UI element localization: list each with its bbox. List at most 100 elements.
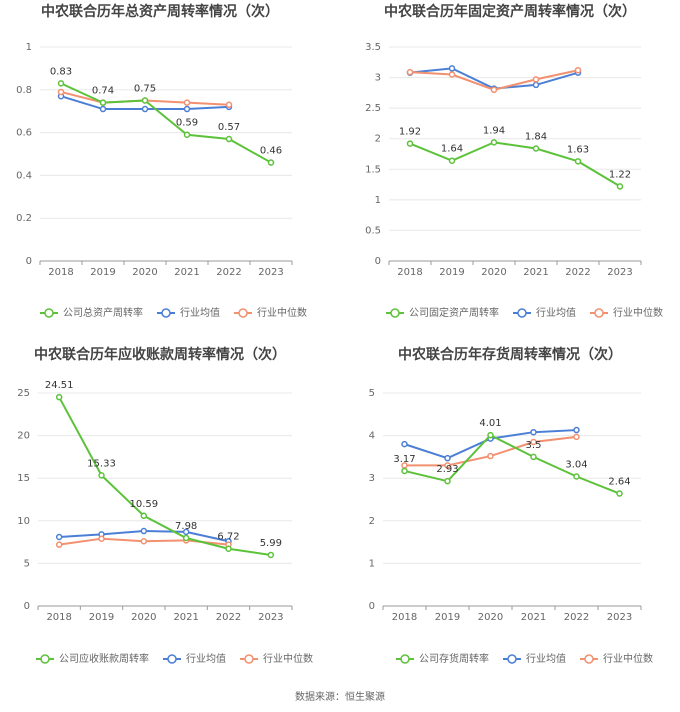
x-tick-label: 2019 [89,612,114,623]
x-tick-label: 2020 [481,267,506,278]
y-tick-label: 0.2 [16,213,32,224]
data-point [530,428,537,436]
y-tick-label: 3 [369,473,375,484]
data-point [406,140,414,147]
y-tick-label: 1 [375,195,381,206]
data-label: 5.99 [260,538,282,549]
y-tick-label: 1 [26,42,32,53]
data-point [444,462,451,469]
legend-swatch [161,308,171,318]
data-point [225,545,232,552]
legend-label: 行业中位数 [257,306,307,319]
series-line [409,141,621,188]
data-point [55,533,63,541]
legend-swatch [584,654,594,664]
data-point [141,105,149,113]
x-tick-label: 2023 [258,267,283,278]
legend-swatch [594,308,604,318]
data-label: 1.22 [609,169,631,180]
y-tick-label: 0 [375,256,381,267]
legend-swatch [44,308,54,318]
data-point [490,86,498,94]
data-point [183,105,191,113]
data-point [532,145,540,152]
data-point [182,534,190,542]
legend-label: 行业均值 [186,652,226,665]
data-point [140,527,148,535]
y-tick-label: 10 [17,516,30,527]
data-point [574,158,582,165]
data-label: 1.92 [399,127,421,138]
data-label: 4.01 [479,418,501,429]
chart-title: 中农联合历年存货周转率情况（次） [398,346,622,363]
data-label: 2.64 [608,477,630,488]
data-point [487,431,494,439]
x-tick-label: 2020 [131,612,156,623]
data-point [267,551,275,559]
y-tick-label: 4 [369,431,375,442]
data-point [448,65,456,72]
data-label: 3.5 [526,440,542,451]
data-point [448,157,456,164]
data-point [267,159,275,166]
x-tick-label: 2023 [607,612,632,623]
y-tick-label: 20 [17,431,30,442]
legend-label: 公司应收账款周转率 [59,652,149,665]
legend-label: 公司总资产周转率 [63,306,143,319]
legend-swatch [390,308,400,318]
data-point [448,71,456,78]
data-label: 1.63 [567,144,589,155]
series-line [58,396,271,556]
y-tick-label: 2 [369,516,375,527]
chart-title: 中农联合历年总资产周转率情况（次） [41,3,279,20]
data-label: 7.98 [175,521,197,532]
x-tick-label: 2021 [521,612,546,623]
data-point [401,467,408,475]
data-point [98,535,105,542]
y-tick-label: 5 [369,388,375,399]
data-point [401,440,408,448]
x-tick-label: 2018 [46,612,71,623]
legend-swatch [244,654,254,664]
data-point [487,452,494,460]
data-point [573,473,580,480]
data-label: 24.51 [45,380,74,391]
data-point [141,97,149,104]
x-tick-label: 2022 [216,267,241,278]
y-tick-label: 0 [369,601,375,612]
chart-title: 中农联合历年固定资产周转率情况（次） [384,3,636,20]
x-tick-label: 2020 [132,267,157,278]
data-point [573,433,580,441]
data-point [140,512,148,520]
y-tick-label: 0.8 [16,85,32,96]
x-tick-label: 2023 [258,612,283,623]
data-point [490,139,498,146]
chart-title: 中农联合历年应收账款周转率情况（次） [34,346,286,363]
x-tick-label: 2018 [397,267,422,278]
y-tick-label: 0.5 [365,225,381,236]
data-point [225,135,233,143]
x-tick-label: 2021 [173,612,198,623]
data-point [182,528,190,536]
data-point [99,105,107,113]
y-tick-label: 3.5 [365,42,381,53]
data-label: 3.17 [393,454,415,465]
legend-swatch [167,654,177,664]
legend-swatch [507,654,517,664]
legend-label: 公司固定资产周转率 [409,306,499,319]
data-label: 10.59 [130,499,159,510]
y-tick-label: 3 [375,73,381,84]
x-tick-label: 2021 [174,267,199,278]
data-point [140,537,148,545]
x-tick-label: 2022 [565,267,590,278]
legend-label: 行业中位数 [613,306,663,319]
series-line [60,82,272,164]
y-tick-label: 0.6 [16,128,32,139]
series-line [404,433,620,495]
y-tick-label: 0.4 [16,170,32,181]
y-tick-label: 2.5 [365,103,381,114]
x-tick-label: 2018 [48,267,73,278]
y-tick-label: 1.5 [365,164,381,175]
legend-label: 行业均值 [526,652,566,665]
